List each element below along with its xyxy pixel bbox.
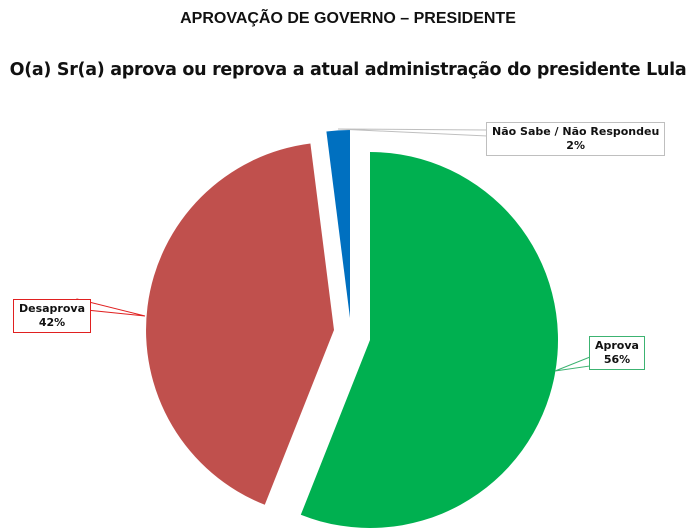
chart-title: APROVAÇÃO DE GOVERNO – PRESIDENTE	[180, 10, 516, 27]
slice-aprova	[300, 152, 559, 528]
label-aprova-name: Aprova	[595, 339, 639, 352]
label-nsnr-value: 2%	[566, 139, 585, 152]
callout-nsnr-pointer	[337, 128, 488, 137]
callout-aprova-pointer	[554, 356, 591, 372]
label-desaprova-value: 42%	[38, 316, 66, 329]
slice-nsnr	[326, 130, 350, 318]
label-aprova-value: 56%	[603, 353, 631, 366]
label-desaprova-name: Desaprova	[19, 302, 86, 315]
slice-desaprova	[146, 143, 334, 505]
label-nsnr: Não Sabe / Não Respondeu 2%	[486, 122, 666, 156]
label-aprova: Aprova 56%	[589, 336, 645, 370]
label-desaprova: Desaprova 42%	[13, 299, 92, 333]
label-nsnr-name: Não Sabe / Não Respondeu	[492, 125, 660, 138]
chart-subtitle: O(a) Sr(a) aprova ou reprova a atual adm…	[9, 60, 687, 80]
